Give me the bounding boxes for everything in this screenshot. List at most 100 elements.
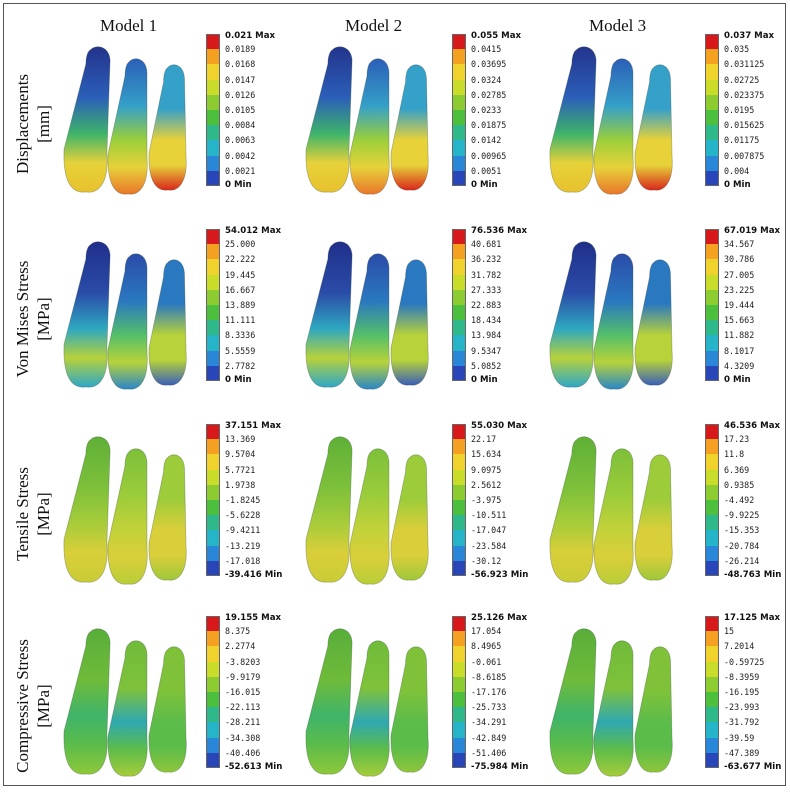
legend-color-swatch bbox=[206, 545, 220, 562]
legend-tick-value: 0.0142 bbox=[471, 135, 502, 146]
legend-tick-value: -0.59725 bbox=[724, 656, 765, 667]
legend-max-value: 0.037 Max bbox=[724, 31, 775, 41]
row-label-title: Tensile Stress bbox=[13, 466, 32, 561]
legend-tick-value: 13.984 bbox=[471, 330, 502, 341]
tooth-shape bbox=[634, 454, 673, 581]
legend-color-swatch bbox=[705, 484, 719, 501]
legend-tick-value: 31.782 bbox=[471, 269, 502, 280]
legend-tick-value: -31.792 bbox=[724, 717, 760, 728]
legend-color-swatch bbox=[705, 631, 719, 647]
legend-max-value: 46.536 Max bbox=[724, 421, 781, 431]
legend-bar-outline bbox=[452, 229, 466, 381]
color-scale-legend: 54.012 Max 25.000 22.222 19.445 16.667 13.889… bbox=[206, 226, 286, 389]
legend-tick-value: -16.015 bbox=[225, 687, 261, 697]
column-title-model-1: Model 1 bbox=[100, 16, 158, 35]
column-title-model-2: Model 2 bbox=[345, 16, 403, 35]
legend-bar-outline bbox=[206, 424, 220, 576]
legend-color-swatch bbox=[206, 737, 220, 754]
legend-tick-value: -17.176 bbox=[471, 687, 507, 697]
legend-bar-outline bbox=[705, 616, 719, 768]
legend-tick-value: -10.511 bbox=[471, 510, 507, 521]
legend-tick-value: -9.9225 bbox=[724, 510, 760, 521]
legend-color-swatch bbox=[705, 259, 719, 276]
legend-tick-value: -5.6228 bbox=[225, 510, 261, 521]
legend-color-swatch bbox=[452, 259, 466, 276]
legend-color-swatch bbox=[206, 155, 220, 172]
legend-tick-value: 0.0189 bbox=[225, 44, 256, 55]
legend-tick-value: 5.0852 bbox=[471, 360, 502, 371]
legend-color-swatch bbox=[705, 110, 719, 126]
legend-tick-value: -16.195 bbox=[724, 687, 760, 697]
legend-color-swatch bbox=[705, 469, 719, 486]
legend-bar-outline bbox=[705, 229, 719, 381]
legend-color-swatch bbox=[452, 140, 466, 157]
tooth-model-render bbox=[538, 428, 714, 594]
legend-color-swatch bbox=[206, 722, 220, 739]
legend-tick-value: 34.567 bbox=[724, 239, 755, 250]
legend-color-swatch bbox=[705, 320, 719, 336]
legend-tick-value: -39.59 bbox=[724, 732, 755, 743]
legend-tick-value: -47.389 bbox=[724, 747, 760, 758]
legend-tick-value: -22.113 bbox=[225, 702, 261, 713]
legend-color-swatch bbox=[206, 560, 220, 577]
legend-color-swatch bbox=[705, 79, 719, 96]
legend-bar-outline bbox=[206, 34, 220, 186]
tooth-model-render bbox=[538, 38, 714, 204]
legend-tick-value: 0.0084 bbox=[225, 120, 256, 131]
legend-color-swatch bbox=[452, 500, 466, 516]
teeth-contour-plot bbox=[549, 241, 673, 390]
legend-bar-outline bbox=[206, 616, 220, 768]
legend-color-swatch bbox=[452, 365, 466, 382]
legend-bar-outline bbox=[452, 424, 466, 576]
legend-max-value: 76.536 Max bbox=[471, 226, 528, 236]
tooth-shape bbox=[593, 640, 634, 777]
legend-tick-value: 15.634 bbox=[471, 449, 502, 460]
color-scale-legend: 76.536 Max 40.681 36.232 31.782 27.333 22.883… bbox=[452, 226, 532, 389]
legend-color-swatch bbox=[206, 439, 220, 455]
legend-color-swatch bbox=[452, 170, 466, 187]
legend-color-swatch bbox=[206, 616, 220, 632]
tooth-shape bbox=[593, 253, 634, 390]
legend-max-value: 25.126 Max bbox=[471, 613, 528, 623]
legend-color-swatch bbox=[705, 752, 719, 769]
legend-color-swatch bbox=[452, 439, 466, 455]
legend-tick-value: 30.786 bbox=[724, 254, 755, 265]
legend-tick-value: -34.308 bbox=[225, 732, 261, 743]
legend-tick-value: 0.031125 bbox=[724, 59, 765, 70]
legend-max-value: 0.021 Max bbox=[225, 31, 276, 41]
legend-color-swatch bbox=[452, 469, 466, 486]
legend-tick-value: 0.035 bbox=[724, 44, 750, 55]
legend-tick-value: 8.3336 bbox=[225, 330, 256, 341]
tooth-shape bbox=[349, 448, 390, 585]
legend-max-value: 19.155 Max bbox=[225, 613, 282, 623]
legend-color-swatch bbox=[206, 125, 220, 141]
tooth-model-render bbox=[52, 38, 228, 204]
legend-tick-value: -9.4211 bbox=[225, 525, 261, 536]
legend-color-swatch bbox=[206, 646, 220, 663]
legend-tick-value: 9.0975 bbox=[471, 464, 502, 475]
legend-color-swatch bbox=[206, 676, 220, 693]
tooth-shape bbox=[305, 436, 353, 583]
color-scale-legend: 25.126 Max 17.054 8.4965 -0.061 -8.6185 -17.1… bbox=[452, 613, 532, 776]
teeth-contour-plot bbox=[305, 436, 429, 585]
tooth-shape bbox=[63, 436, 111, 583]
legend-color-swatch bbox=[206, 49, 220, 65]
tooth-shape bbox=[107, 58, 148, 195]
legend-tick-value: -26.214 bbox=[724, 555, 760, 566]
legend-color-swatch bbox=[705, 722, 719, 739]
legend-color-swatch bbox=[705, 350, 719, 367]
legend-tick-value: 0.00965 bbox=[471, 150, 507, 161]
legend-tick-value: 8.4965 bbox=[471, 641, 502, 652]
color-scale-legend: 55.030 Max 22.17 15.634 9.0975 2.5612 -3.975 -… bbox=[452, 421, 532, 584]
legend-tick-value: 0.0324 bbox=[471, 74, 502, 85]
row-label-title: Compressive Stress bbox=[13, 638, 32, 773]
legend-color-swatch bbox=[206, 365, 220, 382]
legend-color-swatch bbox=[452, 484, 466, 501]
tooth-shape bbox=[390, 259, 429, 386]
legend-color-swatch bbox=[206, 661, 220, 678]
teeth-contour-plot bbox=[305, 628, 429, 777]
legend-tick-value: -8.6185 bbox=[471, 671, 507, 682]
legend-tick-value: 0.01175 bbox=[724, 135, 760, 146]
legend-tick-value: 0.0233 bbox=[471, 105, 502, 115]
legend-color-swatch bbox=[705, 692, 719, 708]
